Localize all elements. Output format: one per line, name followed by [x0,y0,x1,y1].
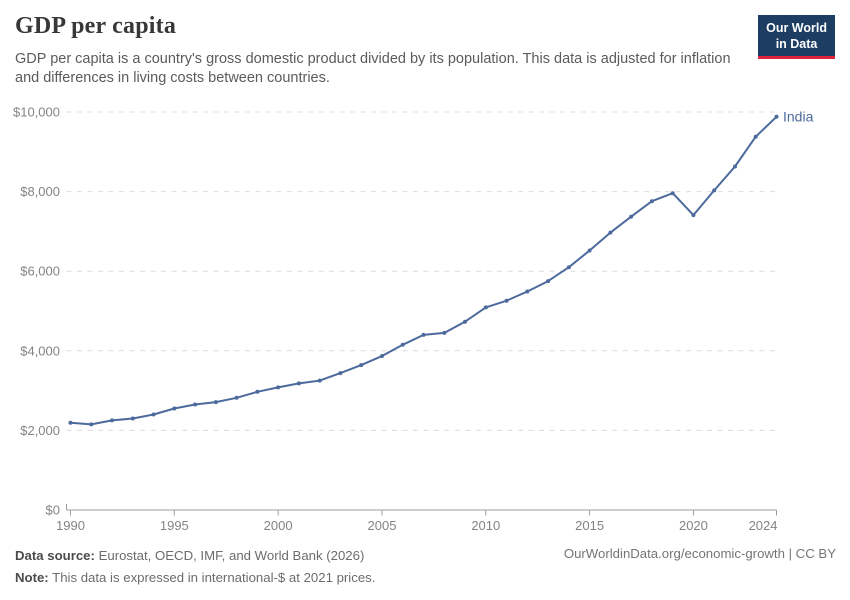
data-point[interactable] [774,114,779,119]
data-point[interactable] [691,213,696,218]
y-axis-tick-label: $6,000 [20,264,60,279]
data-point[interactable] [525,289,530,294]
data-point[interactable] [629,214,634,219]
datasource-text: Eurostat, OECD, IMF, and World Bank (202… [98,548,365,563]
y-axis-tick-label: $8,000 [20,184,60,199]
data-point[interactable] [442,330,447,335]
datasource-line: Data source: Eurostat, OECD, IMF, and Wo… [15,545,375,567]
x-axis-tick-label: 2005 [368,518,397,533]
x-axis-tick-label: 1995 [160,518,189,533]
data-point[interactable] [151,412,156,417]
y-axis-tick-label: $0 [46,503,60,518]
data-point[interactable] [587,248,592,253]
data-point[interactable] [110,418,114,423]
x-axis-tick-label: 2020 [679,518,708,533]
data-point[interactable] [400,342,405,347]
logo-text-line1: Our World [766,21,827,35]
footer-link[interactable]: OurWorldinData.org/economic-growth | CC … [563,546,836,561]
x-axis-tick-label: 2000 [264,518,293,533]
y-axis-tick-label: $4,000 [20,343,60,358]
data-point[interactable] [670,191,675,196]
entity-label-india: India [783,108,814,124]
data-point[interactable] [68,420,73,425]
x-axis-tick-label: 2024 [749,518,778,533]
x-axis-tick-label: 2015 [575,518,604,533]
x-axis-tick-label: 2010 [471,518,500,533]
data-point[interactable] [649,199,654,204]
y-axis-tick-label: $2,000 [20,423,60,438]
data-point[interactable] [359,363,364,368]
data-point[interactable] [566,265,571,270]
page-title: GDP per capita [15,13,177,39]
data-point[interactable] [213,400,218,405]
data-point[interactable] [380,354,384,358]
data-point[interactable] [89,422,94,427]
data-point[interactable] [296,381,301,386]
data-point[interactable] [733,164,737,169]
note-line: Note: This data is expressed in internat… [15,567,375,589]
chart-header: GDP per capita Our World in Data GDP per… [15,13,835,88]
data-point[interactable] [712,188,717,193]
datasource-label: Data source: [15,548,95,563]
data-point[interactable] [608,230,613,235]
data-point[interactable] [255,389,260,394]
data-point[interactable] [193,402,198,407]
data-point[interactable] [338,371,343,376]
data-point[interactable] [546,279,551,284]
data-point[interactable] [130,416,135,421]
data-point[interactable] [463,319,467,324]
data-point[interactable] [234,395,239,400]
y-axis-tick-label: $10,000 [13,105,60,120]
x-axis-tick-label: 1990 [56,518,85,533]
trend-line-india [69,115,778,426]
owid-logo[interactable]: Our World in Data [758,15,835,60]
data-point[interactable] [504,298,509,303]
logo-text-line2: in Data [775,36,818,51]
note-label: Note: [15,570,49,585]
data-point[interactable] [753,134,758,139]
data-point[interactable] [317,378,322,383]
data-point[interactable] [276,385,281,390]
data-point[interactable] [172,406,177,411]
chart-subtitle: GDP per capita is a country's gross dome… [15,51,731,86]
footer-source-note: Data source: Eurostat, OECD, IMF, and Wo… [15,545,375,589]
data-point[interactable] [421,332,426,337]
data-point[interactable] [483,305,488,310]
note-text: This data is expressed in international-… [52,570,376,585]
